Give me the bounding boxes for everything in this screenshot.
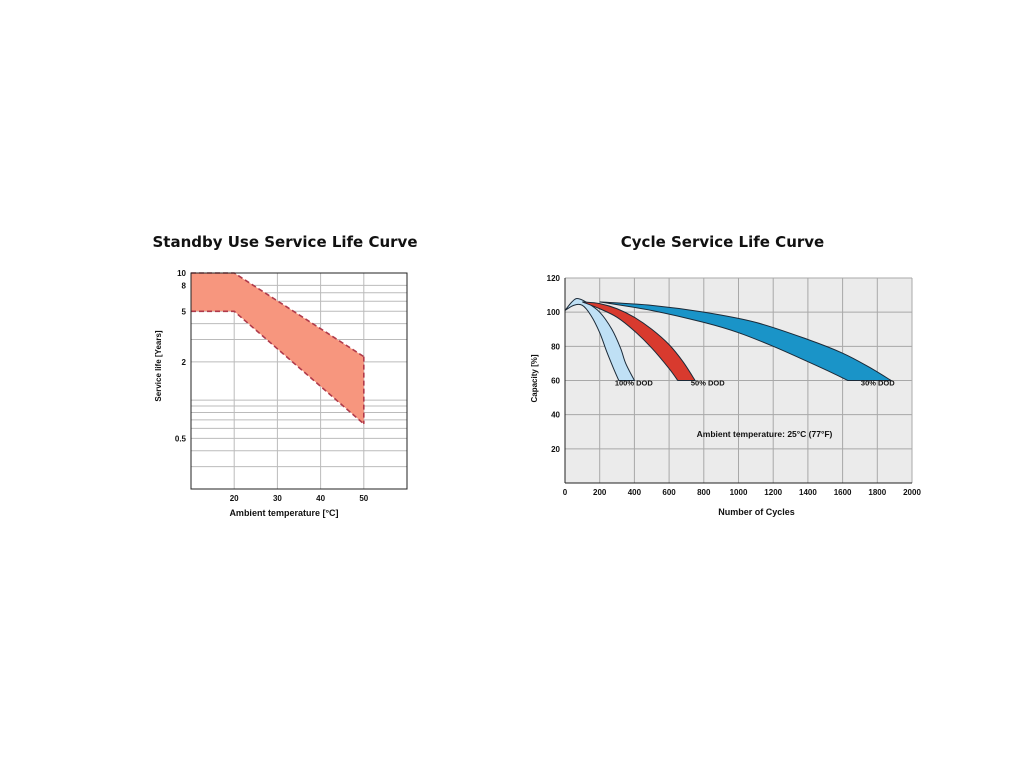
cycle-chart-svg: 100% DOD 50% DOD 30% DOD 0 200 400 600 800 1000 1… [530, 274, 921, 517]
x-tick-label: 0 [563, 488, 568, 497]
cycle-chart-title: Cycle Service Life Curve [620, 233, 825, 251]
plot-frame [190, 272, 408, 490]
x-tick-label: 600 [662, 488, 676, 497]
y-tick-label: 2 [182, 358, 187, 367]
x-tick-label: 1400 [799, 488, 817, 497]
series-band-50-dod [582, 301, 697, 381]
standby-chart-svg: 20 30 40 50 10 8 5 2 0.5 Ambient temperature [°C]… [154, 269, 408, 518]
x-tick-label: 400 [628, 488, 642, 497]
y-tick-label: 40 [551, 411, 560, 420]
series-band-30-dod [599, 301, 893, 381]
y-tick-label: 10 [177, 269, 186, 278]
x-tick-label: 1200 [764, 488, 782, 497]
y-tick-label: 8 [182, 281, 187, 290]
series-label-50-dod: 50% DOD [691, 379, 725, 388]
x-tick-label: 20 [230, 494, 239, 503]
y-axis-label: Service life [Years] [154, 330, 163, 401]
y-tick-label: 80 [551, 342, 560, 351]
series-label-30-dod: 30% DOD [861, 379, 895, 388]
x-tick-label: 2000 [903, 488, 921, 497]
series-band-100-dod [564, 297, 636, 381]
x-tick-label: 30 [273, 494, 282, 503]
y-axis-label: Capacity [%] [530, 354, 539, 402]
lower-bound-line [191, 310, 365, 425]
x-tick-label: 40 [316, 494, 325, 503]
y-tick-label: 0.5 [175, 434, 187, 443]
x-tick-label: 50 [359, 494, 368, 503]
x-tick-label: 1800 [868, 488, 886, 497]
x-tick-label: 1000 [730, 488, 748, 497]
x-axis-label: Number of Cycles [718, 507, 795, 517]
y-tick-label: 5 [182, 307, 187, 316]
cycle-chart: Cycle Service Life Curve 100% DOD 50% DOD… [515, 225, 930, 530]
standby-chart: Standby Use Service Life Curve 20 30 40 50 1… [140, 225, 430, 530]
y-tick-label: 60 [551, 377, 560, 386]
x-axis-label: Ambient temperature [°C] [229, 508, 338, 518]
y-tick-label: 120 [547, 274, 561, 283]
standby-chart-title: Standby Use Service Life Curve [152, 233, 418, 251]
x-tick-label: 200 [593, 488, 607, 497]
y-tick-label: 20 [551, 445, 560, 454]
ambient-temperature-annotation: Ambient temperature: 25°C (77°F) [697, 429, 833, 439]
x-tick-label: 1600 [834, 488, 852, 497]
series-label-100-dod: 100% DOD [615, 379, 654, 388]
x-tick-label: 800 [697, 488, 711, 497]
y-tick-label: 100 [547, 308, 561, 317]
